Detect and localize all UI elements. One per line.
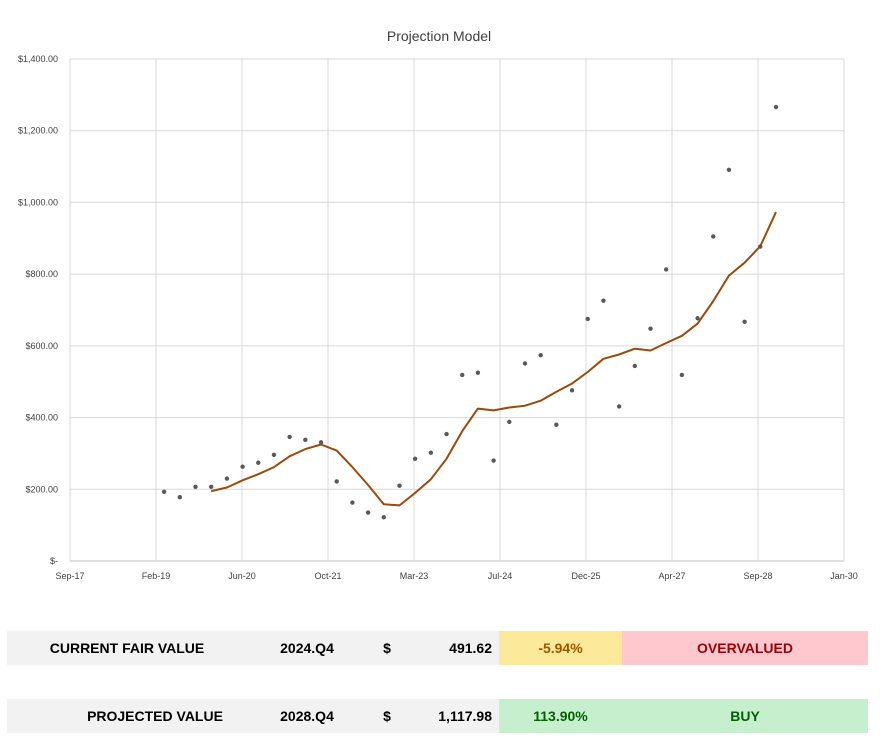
- data-point: [287, 434, 292, 440]
- projected-value-row: PROJECTED VALUE 2028.Q4 $ 1,117.98 113.9…: [7, 699, 868, 733]
- data-point: [569, 388, 575, 393]
- data-point: [632, 363, 638, 369]
- projected-value: 1,117.98: [438, 708, 492, 724]
- y-tick-label: $1,200.00: [18, 126, 58, 136]
- data-point: [663, 267, 669, 272]
- data-point: [507, 419, 512, 425]
- data-point: [193, 484, 198, 489]
- chart-title: Projection Model: [387, 28, 491, 44]
- row-background: [7, 631, 499, 665]
- projected-label: PROJECTED VALUE: [87, 708, 223, 724]
- data-point: [334, 479, 339, 484]
- data-point: [726, 167, 732, 172]
- y-tick-label: $1,000.00: [18, 197, 58, 207]
- current-signal-badge: OVERVALUED: [622, 631, 868, 665]
- projected-signal-badge: BUY: [622, 699, 868, 733]
- x-tick-label: Jun-20: [228, 571, 256, 581]
- projected-percent-badge: 113.90%: [499, 699, 622, 733]
- projected-currency: $: [383, 708, 391, 724]
- current-label: CURRENT FAIR VALUE: [49, 640, 205, 656]
- row-background: [7, 699, 499, 733]
- x-tick-label: Apr-27: [658, 571, 685, 581]
- trend-line-layer: [210, 211, 777, 507]
- x-tick-label: Jan-30: [830, 571, 858, 581]
- data-point: [758, 244, 763, 249]
- data-point: [428, 450, 434, 455]
- current-value: 491.62: [449, 640, 492, 656]
- data-point: [177, 494, 183, 500]
- data-point: [742, 319, 747, 325]
- gridlines: [69, 58, 845, 562]
- data-point: [209, 484, 214, 489]
- y-tick-label: $1,400.00: [18, 54, 58, 64]
- y-tick-label: $600.00: [25, 341, 58, 351]
- data-point: [616, 404, 622, 409]
- data-point: [161, 489, 167, 494]
- data-point: [585, 316, 590, 322]
- data-point: [475, 370, 481, 375]
- trend-line: [210, 211, 777, 507]
- data-points-layer: [161, 104, 779, 520]
- current-fair-value-row: CURRENT FAIR VALUE 2024.Q4 $ 491.62 -5.9…: [7, 631, 868, 665]
- x-tick-label: Jul-24: [488, 571, 513, 581]
- data-point: [491, 458, 496, 463]
- data-point: [240, 464, 245, 469]
- y-tick-label: $800.00: [25, 269, 58, 279]
- data-point: [711, 234, 716, 239]
- axes: $- $200.00 $400.00 $600.00 $800.00 $1,000.00 $…: [18, 54, 858, 581]
- y-tick-label: $-: [50, 556, 58, 566]
- data-point: [412, 456, 418, 462]
- data-point: [303, 437, 308, 443]
- current-currency: $: [383, 640, 391, 656]
- data-point: [460, 372, 465, 378]
- data-point: [773, 104, 779, 110]
- data-point: [350, 500, 355, 505]
- data-point: [695, 316, 700, 321]
- x-tick-label: Sep-28: [743, 571, 772, 581]
- x-tick-label: Sep-17: [55, 571, 84, 581]
- data-point: [381, 515, 386, 520]
- projection-chart: Projection Model $- $200.00 $400.00 $600.00…: [18, 28, 858, 581]
- data-point: [522, 361, 528, 366]
- data-point: [256, 460, 261, 465]
- current-period: 2024.Q4: [280, 640, 334, 656]
- data-point: [397, 483, 402, 488]
- x-tick-label: Feb-19: [142, 571, 171, 581]
- x-tick-label: Mar-23: [400, 571, 429, 581]
- y-tick-label: $200.00: [25, 484, 58, 494]
- data-point: [554, 422, 559, 427]
- y-tick-label: $400.00: [25, 413, 58, 423]
- data-point: [271, 452, 277, 458]
- data-point: [365, 510, 371, 515]
- data-point: [224, 476, 230, 481]
- current-percent-badge: -5.94%: [499, 631, 622, 665]
- projected-period: 2028.Q4: [280, 708, 334, 724]
- x-tick-label: Oct-21: [314, 571, 341, 581]
- data-point: [318, 440, 324, 445]
- data-point: [648, 326, 653, 331]
- data-point: [538, 352, 543, 358]
- data-point: [444, 431, 449, 437]
- data-point: [601, 298, 606, 303]
- data-point: [679, 372, 685, 378]
- x-tick-label: Dec-25: [571, 571, 600, 581]
